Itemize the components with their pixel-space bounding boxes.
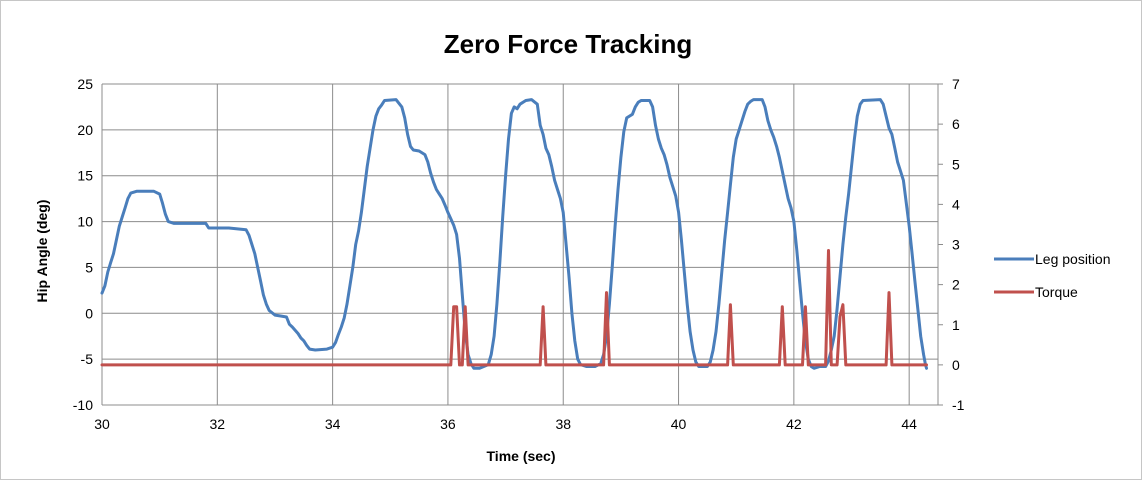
y2-tick-label: 5 [952, 156, 960, 172]
y-tick-label: 10 [77, 214, 93, 230]
x-tick-label: 36 [440, 416, 456, 432]
y2-tick-label: 2 [952, 277, 960, 293]
chart-title: Zero Force Tracking [444, 29, 693, 59]
y2-tick-label: -1 [952, 397, 965, 413]
x-tick-label: 42 [786, 416, 802, 432]
series-lines [100, 98, 928, 370]
legend: Leg position Torque [994, 251, 1111, 300]
series-leg-position-line [100, 98, 928, 370]
y-tick-label: 0 [85, 305, 93, 321]
y-tick-label: 15 [77, 168, 93, 184]
y2-tick-label: 4 [952, 196, 960, 212]
x-tick-label: 32 [210, 416, 226, 432]
x-tick-label: 40 [671, 416, 687, 432]
x-tick-label: 30 [94, 416, 110, 432]
y2-tick-label: 1 [952, 317, 960, 333]
series-torque-line [100, 249, 928, 367]
y-tick-label: 20 [77, 122, 93, 138]
y2-tick-label: 6 [952, 116, 960, 132]
x-tick-label: 44 [901, 416, 917, 432]
y-tick-label: -5 [81, 351, 94, 367]
y2-tick-label: 3 [952, 237, 960, 253]
y2-tick-label: 7 [952, 76, 960, 92]
y-tick-label: 25 [77, 76, 93, 92]
y-tick-label: -10 [73, 397, 93, 413]
x-tick-label: 34 [325, 416, 341, 432]
x-axis-title: Time (sec) [487, 448, 556, 464]
gridlines [101, 83, 939, 406]
y2-tick-label: 0 [952, 357, 960, 373]
y-tick-label: 5 [85, 259, 93, 275]
legend-label-leg-position: Leg position [1035, 251, 1111, 267]
x-tick-label: 38 [555, 416, 571, 432]
y-axis-title: Hip Angle (deg) [34, 200, 50, 303]
legend-label-torque: Torque [1035, 284, 1078, 300]
